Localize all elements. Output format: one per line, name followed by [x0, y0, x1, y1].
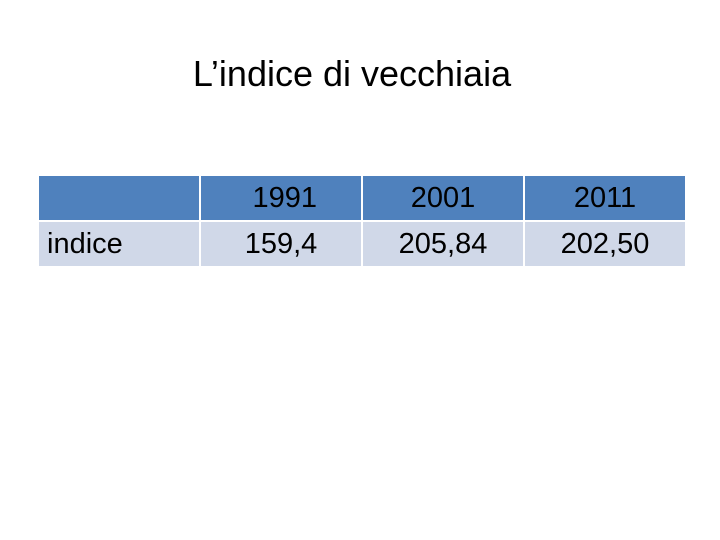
cell-2011-value: 202,50 — [523, 220, 687, 268]
header-cell-1991: 1991 — [199, 174, 363, 222]
row-label-indice: indice — [37, 220, 201, 268]
slide-title: L’indice di vecchiaia — [192, 53, 512, 94]
cell-2001-value: 205,84 — [361, 220, 525, 268]
data-table: 1991 2001 2011 indice 159,4 205,84 202,5… — [37, 174, 687, 268]
header-cell-2011: 2011 — [523, 174, 687, 222]
table-header-row: 1991 2001 2011 — [37, 174, 687, 222]
table-row: indice 159,4 205,84 202,50 — [37, 220, 687, 268]
header-cell-empty — [37, 174, 201, 222]
cell-1991-value: 159,4 — [199, 220, 363, 268]
header-cell-2001: 2001 — [361, 174, 525, 222]
